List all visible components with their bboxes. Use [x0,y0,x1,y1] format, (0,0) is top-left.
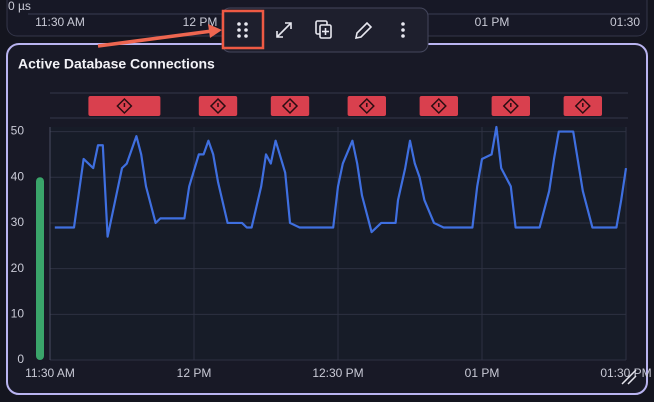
y-tick-label: 20 [11,261,25,275]
resize-handle[interactable] [621,369,637,385]
event-icon [502,97,519,115]
y-tick-label: 0 [17,352,24,366]
gauge-bar [36,177,44,360]
event-marker[interactable] [198,96,238,116]
x-tick-label: 01 PM [465,366,500,380]
x-tick-label: 12 PM [177,366,212,380]
y-tick-label: 50 [11,124,25,138]
x-tick-label: 01:30 PM [600,366,651,380]
expand-button[interactable] [276,22,292,38]
chart: 0 10 20 30 40 50 11:30 AM 12 PM 12:30 PM 01 PM 01:… [11,92,652,380]
chart-title: Active Database Connections [18,56,215,72]
x-tick-label: 11:30 AM [25,366,75,380]
event-marker[interactable] [419,96,458,116]
upper-x-label: 01 PM [475,15,510,29]
event-marker[interactable] [88,96,161,116]
event-icon [116,97,133,115]
event-marker[interactable] [347,96,386,116]
drag-button[interactable] [237,22,248,38]
event-marker[interactable] [563,96,602,116]
event-icon [358,97,375,115]
event-marker[interactable] [270,96,310,116]
event-icon [281,97,299,115]
more-button[interactable] [401,22,405,38]
duplicate-button[interactable] [315,20,332,39]
event-icon [430,97,447,115]
event-icon [209,97,227,115]
event-icon [574,97,591,115]
event-marker[interactable] [491,96,530,116]
annotation-arrow [97,24,222,48]
y-tick-label: 30 [11,215,25,229]
toolbar [221,7,429,53]
data-line [54,125,628,238]
upper-y-label: 0 µs [8,0,31,13]
edit-button[interactable] [354,21,373,40]
upper-x-label: 01:30 [610,15,640,29]
highlight-box [221,9,265,50]
y-tick-label: 10 [11,306,25,320]
upper-x-label: 11:30 AM [35,15,85,29]
x-tick-label: 12:30 PM [312,366,363,380]
y-tick-label: 40 [11,169,25,183]
